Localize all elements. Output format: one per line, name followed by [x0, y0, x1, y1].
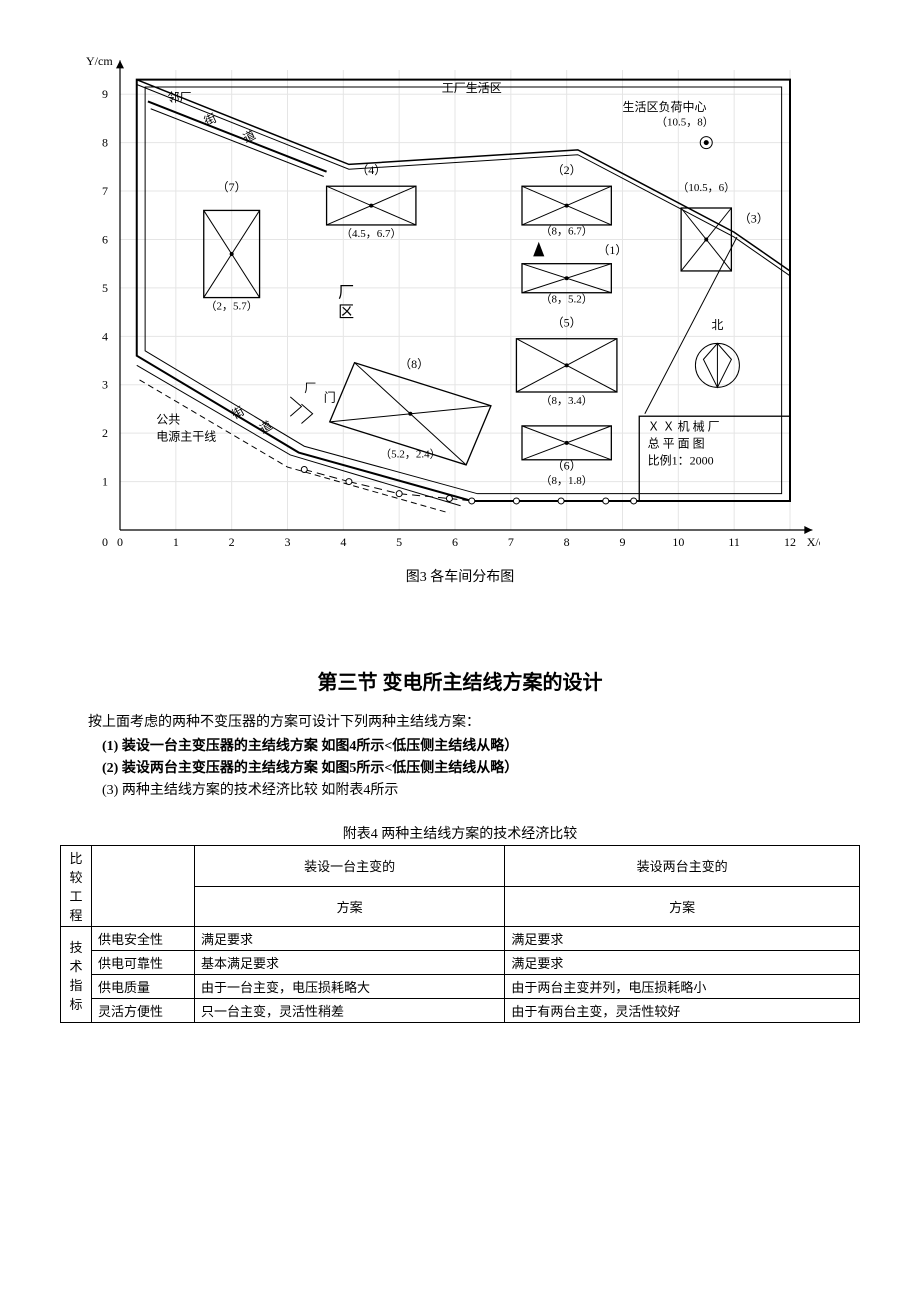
r3c1: 供电质量 [92, 975, 195, 999]
svg-text:电源主干线: 电源主干线 [156, 429, 216, 443]
svg-text:（2，5.7）: （2，5.7） [206, 300, 258, 313]
svg-text:生活区负荷中心: 生活区负荷中心 [623, 99, 707, 114]
svg-text:9: 9 [102, 87, 108, 101]
r3c2: 由于一台主变，电压损耗略大 [195, 975, 505, 999]
svg-text:（8，1.8）: （8，1.8） [541, 474, 593, 487]
svg-text:（8）: （8） [399, 357, 429, 371]
hdr-plan2a: 装设两台主变的 [505, 846, 860, 887]
svg-text:街: 街 [202, 111, 219, 129]
svg-text:8: 8 [564, 535, 570, 549]
r1c1: 供电安全性 [92, 927, 195, 951]
svg-text:厂: 厂 [338, 285, 354, 302]
svg-text:（4.5，6.7）: （4.5，6.7） [341, 227, 402, 240]
r2c3: 满足要求 [505, 951, 860, 975]
svg-text:（8，6.7）: （8，6.7） [541, 225, 593, 238]
r2c2: 基本满足要求 [195, 951, 505, 975]
svg-text:Ｘ Ｘ 机 械 厂: Ｘ Ｘ 机 械 厂 [648, 419, 720, 434]
hdr-plan2b: 方案 [505, 886, 860, 927]
svg-text:1: 1 [102, 475, 108, 489]
svg-text:10: 10 [672, 535, 684, 549]
r1c3: 满足要求 [505, 927, 860, 951]
section-heading: 第三节 变电所主结线方案的设计 [60, 666, 860, 695]
hdr-blank [92, 846, 195, 927]
svg-text:4: 4 [340, 535, 346, 549]
r2c1: 供电可靠性 [92, 951, 195, 975]
svg-text:7: 7 [508, 535, 514, 549]
r3c3: 由于两台主变并列，电压损耗略小 [505, 975, 860, 999]
svg-text:4: 4 [102, 329, 108, 343]
list-item-1: (1) 装设一台主变压器的主结线方案 如图4所示<低压侧主结线从略） [102, 735, 860, 755]
chart-caption: 图3 各车间分布图 [60, 566, 860, 586]
svg-text:Y/cm: Y/cm [86, 54, 113, 68]
svg-text:（10.5，6）: （10.5，6） [677, 181, 735, 194]
svg-text:5: 5 [396, 535, 402, 549]
svg-text:（2）: （2） [552, 163, 582, 177]
hdr-plan1a: 装设一台主变的 [195, 846, 505, 887]
svg-text:公共: 公共 [156, 412, 180, 426]
svg-text:（1）: （1） [597, 243, 627, 257]
svg-text:3: 3 [285, 535, 291, 549]
svg-text:（5）: （5） [552, 316, 582, 330]
svg-text:（3）: （3） [739, 212, 769, 226]
workshop-layout-chart: 01234567891011121234567890X/cmY/cm工厂生活区邻… [60, 40, 860, 586]
svg-text:（8，3.4）: （8，3.4） [541, 394, 593, 407]
svg-text:6: 6 [102, 232, 108, 246]
hdr-compare: 比较工程 [61, 846, 92, 927]
svg-text:厂: 厂 [304, 381, 316, 395]
r4c2: 只一台主变，灵活性稍差 [195, 999, 505, 1023]
svg-text:工厂生活区: 工厂生活区 [442, 81, 502, 95]
svg-text:5: 5 [102, 281, 108, 295]
svg-text:7: 7 [102, 184, 108, 198]
svg-text:（4）: （4） [356, 163, 386, 177]
svg-text:X/cm: X/cm [807, 535, 820, 549]
svg-text:门: 门 [324, 390, 336, 405]
hdr-plan1b: 方案 [195, 886, 505, 927]
svg-text:2: 2 [229, 535, 235, 549]
svg-text:6: 6 [452, 535, 458, 549]
svg-text:1: 1 [173, 535, 179, 549]
svg-text:比例1：2000: 比例1：2000 [648, 454, 714, 468]
intro-paragraph: 按上面考虑的两种不变压器的方案可设计下列两种主结线方案： [60, 711, 860, 731]
r4c3: 由于有两台主变，灵活性较好 [505, 999, 860, 1023]
svg-text:9: 9 [620, 535, 626, 549]
list-item-2: (2) 装设两台主变压器的主结线方案 如图5所示<低压侧主结线从略） [102, 757, 860, 777]
comparison-table: 比较工程 装设一台主变的 装设两台主变的 方案 方案 技术指标 供电安全性 满足… [60, 845, 860, 1023]
svg-text:北: 北 [711, 318, 723, 332]
list-item-3: (3) 两种主结线方案的技术经济比较 如附表4所示 [102, 779, 860, 799]
r1c2: 满足要求 [195, 927, 505, 951]
table-caption: 附表4 两种主结线方案的技术经济比较 [60, 823, 860, 843]
svg-text:12: 12 [784, 535, 796, 549]
svg-text:（7）: （7） [217, 180, 247, 194]
svg-text:（5.2，2.4）: （5.2，2.4） [380, 447, 441, 460]
svg-text:（10.5，8）: （10.5，8） [656, 116, 714, 129]
svg-text:0: 0 [117, 535, 123, 549]
r4c1: 灵活方便性 [92, 999, 195, 1023]
svg-text:区: 区 [338, 304, 354, 321]
svg-text:3: 3 [102, 378, 108, 392]
svg-text:（6）: （6） [552, 458, 582, 472]
svg-text:（8，5.2）: （8，5.2） [541, 292, 593, 305]
svg-text:邻厂: 邻厂 [167, 90, 191, 104]
svg-text:8: 8 [102, 136, 108, 150]
svg-text:0: 0 [102, 535, 108, 549]
chart-svg: 01234567891011121234567890X/cmY/cm工厂生活区邻… [60, 40, 820, 560]
rowgroup-tech: 技术指标 [61, 927, 92, 1023]
svg-text:总 平 面 图: 总 平 面 图 [648, 437, 705, 451]
svg-text:11: 11 [728, 535, 740, 549]
svg-text:2: 2 [102, 426, 108, 440]
